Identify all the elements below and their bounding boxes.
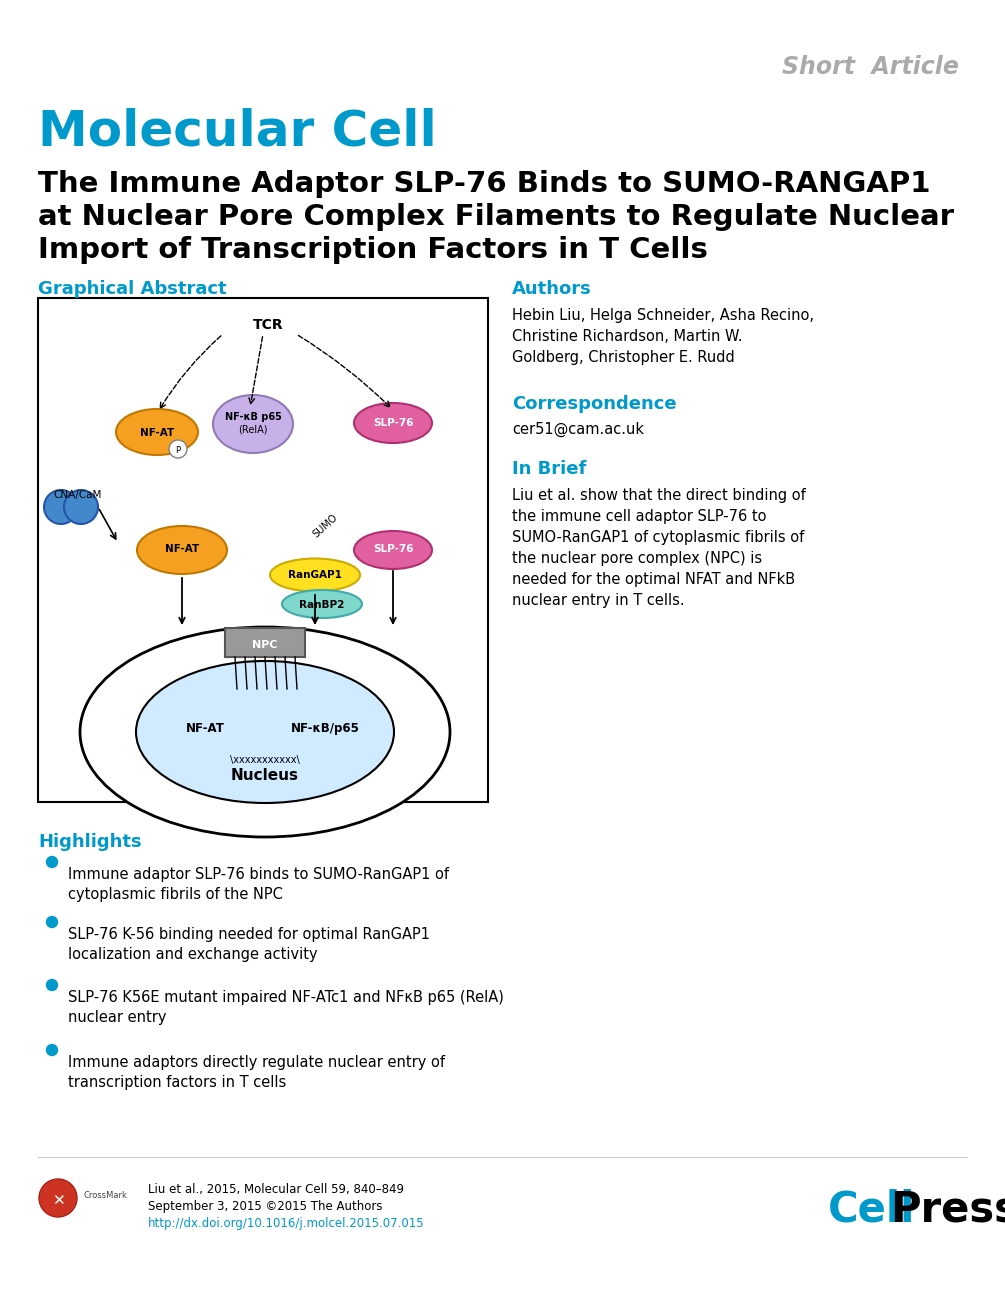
Text: RanBP2: RanBP2 (299, 600, 345, 609)
Ellipse shape (354, 531, 432, 569)
Text: SLP-76 K-56 binding needed for optimal RanGAP1
localization and exchange activit: SLP-76 K-56 binding needed for optimal R… (68, 927, 430, 962)
Ellipse shape (354, 403, 432, 442)
Text: Press: Press (890, 1188, 1005, 1231)
Bar (38, 298, 488, 803)
Text: Immune adaptor SLP-76 binds to SUMO-RanGAP1 of
cytoplasmic fibrils of the NPC: Immune adaptor SLP-76 binds to SUMO-RanG… (68, 867, 449, 902)
Ellipse shape (136, 662, 394, 803)
Text: Short  Article: Short Article (782, 55, 959, 80)
Text: Correspondence: Correspondence (512, 395, 676, 412)
Circle shape (46, 916, 57, 928)
Ellipse shape (116, 408, 198, 455)
Text: SUMO: SUMO (311, 512, 340, 539)
Circle shape (64, 489, 98, 525)
Text: NF-κB p65: NF-κB p65 (224, 412, 281, 422)
Circle shape (169, 440, 187, 458)
Bar (225, 628, 305, 656)
Ellipse shape (282, 590, 362, 619)
Circle shape (39, 1178, 77, 1218)
Text: \xxxxxxxxxxx\: \xxxxxxxxxxx\ (230, 756, 299, 765)
Text: Liu et al., 2015, Molecular Cell 59, 840–849: Liu et al., 2015, Molecular Cell 59, 840… (148, 1184, 404, 1195)
Text: Import of Transcription Factors in T Cells: Import of Transcription Factors in T Cel… (38, 236, 708, 264)
Circle shape (44, 489, 78, 525)
Text: SLP-76 K56E mutant impaired NF-ATc1 and NFκB p65 (RelA)
nuclear entry: SLP-76 K56E mutant impaired NF-ATc1 and … (68, 990, 504, 1024)
Ellipse shape (80, 626, 450, 837)
Text: Molecular Cell: Molecular Cell (38, 108, 437, 157)
Text: Nucleus: Nucleus (231, 769, 299, 783)
Text: http://dx.doi.org/10.1016/j.molcel.2015.07.015: http://dx.doi.org/10.1016/j.molcel.2015.… (148, 1218, 425, 1231)
Text: In Brief: In Brief (512, 459, 586, 478)
Text: NF-AT: NF-AT (186, 722, 224, 735)
Text: Graphical Abstract: Graphical Abstract (38, 281, 226, 298)
Text: Authors: Authors (512, 281, 592, 298)
Ellipse shape (137, 526, 227, 574)
Text: ✕: ✕ (51, 1193, 64, 1208)
Text: NF-κB/p65: NF-κB/p65 (290, 722, 360, 735)
Text: TCR: TCR (252, 318, 283, 331)
Text: Hebin Liu, Helga Schneider, Asha Recino,
Christine Richardson, Martin W.
Goldber: Hebin Liu, Helga Schneider, Asha Recino,… (512, 308, 814, 365)
Text: RanGAP1: RanGAP1 (288, 570, 342, 579)
Text: September 3, 2015 ©2015 The Authors: September 3, 2015 ©2015 The Authors (148, 1201, 383, 1214)
Circle shape (46, 980, 57, 990)
Text: CNA/CaM: CNA/CaM (54, 489, 103, 500)
Text: Immune adaptors directly regulate nuclear entry of
transcription factors in T ce: Immune adaptors directly regulate nuclea… (68, 1054, 445, 1090)
Circle shape (46, 1044, 57, 1056)
Text: SLP-76: SLP-76 (373, 544, 413, 555)
Ellipse shape (270, 559, 360, 591)
Text: SLP-76: SLP-76 (373, 418, 413, 428)
Circle shape (46, 856, 57, 868)
Text: CrossMark: CrossMark (83, 1191, 127, 1201)
Text: cer51@cam.ac.uk: cer51@cam.ac.uk (512, 422, 644, 437)
Text: Liu et al. show that the direct binding of
the immune cell adaptor SLP-76 to
SUM: Liu et al. show that the direct binding … (512, 488, 806, 608)
Text: NF-AT: NF-AT (165, 544, 199, 555)
Text: The Immune Adaptor SLP-76 Binds to SUMO-RANGAP1: The Immune Adaptor SLP-76 Binds to SUMO-… (38, 170, 931, 198)
Text: at Nuclear Pore Complex Filaments to Regulate Nuclear: at Nuclear Pore Complex Filaments to Reg… (38, 204, 954, 231)
Text: NPC: NPC (252, 639, 277, 650)
Text: Cell: Cell (828, 1188, 916, 1231)
Text: NF-AT: NF-AT (140, 428, 174, 438)
Ellipse shape (213, 395, 293, 453)
Text: Highlights: Highlights (38, 833, 142, 851)
Text: (RelA): (RelA) (238, 424, 267, 435)
Text: P: P (176, 446, 181, 455)
